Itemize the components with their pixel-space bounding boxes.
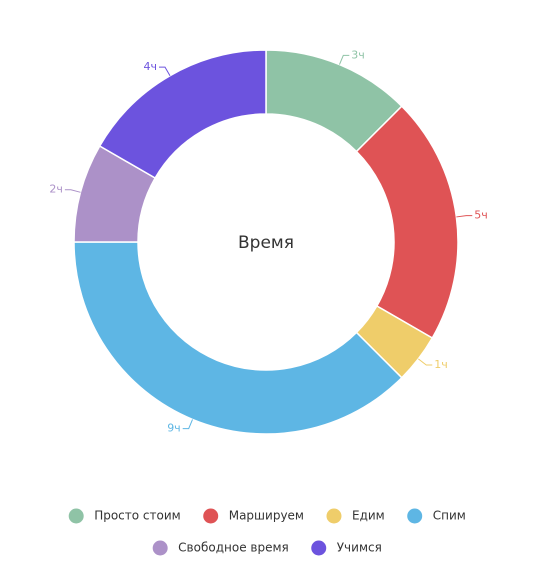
legend-label: Свободное время — [178, 541, 289, 555]
value-label: 5ч — [474, 209, 488, 222]
legend-label: Спим — [433, 509, 466, 523]
donut-segment — [98, 49, 267, 180]
leader-line — [159, 66, 171, 76]
legend-marker — [311, 540, 327, 556]
legend-label: Просто стоим — [94, 509, 181, 523]
legend-label: Маршируем — [229, 509, 304, 523]
legend-row: Свободное время Учимся — [152, 540, 382, 556]
legend-row: Просто стоим Маршируем Едим Спим — [68, 508, 466, 524]
leader-line — [339, 54, 350, 65]
legend-marker — [326, 508, 342, 524]
chart-title: Время — [238, 233, 294, 253]
legend-label: Едим — [352, 509, 385, 523]
value-label: 2ч — [49, 183, 63, 196]
donut-segment — [355, 105, 459, 340]
value-label: 4ч — [144, 60, 158, 73]
legend-label: Учимся — [337, 541, 382, 555]
leader-line — [456, 215, 473, 218]
leader-line — [182, 419, 193, 430]
value-label: 1ч — [434, 358, 448, 371]
leader-line — [418, 358, 433, 366]
value-label: 9ч — [167, 422, 181, 435]
legend-marker — [407, 508, 423, 524]
legend-marker — [152, 540, 168, 556]
value-label: 3ч — [351, 48, 365, 61]
leader-line — [64, 189, 81, 193]
legend-marker — [203, 508, 219, 524]
donut-segment — [73, 241, 403, 435]
legend-marker — [68, 508, 84, 524]
